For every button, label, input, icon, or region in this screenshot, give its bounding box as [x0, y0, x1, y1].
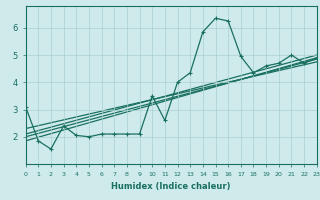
X-axis label: Humidex (Indice chaleur): Humidex (Indice chaleur) — [111, 182, 231, 191]
